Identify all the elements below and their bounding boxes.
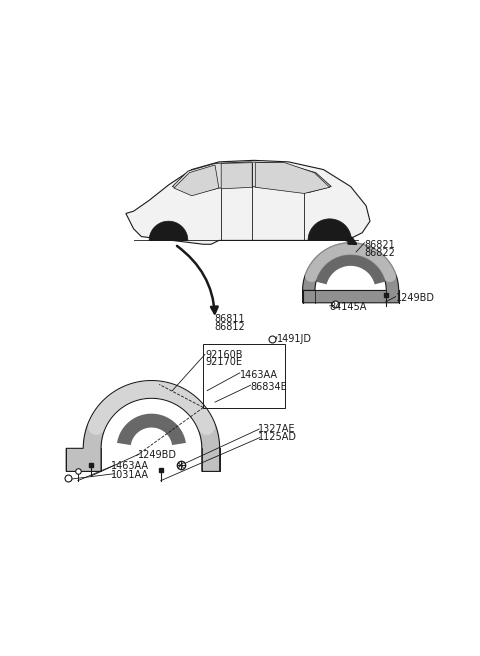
Text: 1463AA: 1463AA	[111, 461, 149, 472]
Polygon shape	[174, 165, 219, 195]
Text: 1491JD: 1491JD	[277, 335, 312, 344]
Polygon shape	[117, 414, 186, 445]
Text: 86811: 86811	[214, 314, 245, 324]
Text: 86834E: 86834E	[251, 382, 288, 392]
Polygon shape	[221, 163, 252, 189]
Polygon shape	[126, 160, 370, 244]
Text: 86812: 86812	[214, 322, 245, 332]
Text: 1249BD: 1249BD	[396, 293, 434, 303]
Text: 84145A: 84145A	[330, 302, 367, 312]
Polygon shape	[149, 221, 188, 240]
Text: 86821: 86821	[365, 240, 396, 251]
Polygon shape	[316, 255, 385, 284]
Polygon shape	[172, 162, 331, 194]
Bar	[204, 344, 285, 407]
Text: 1125AD: 1125AD	[258, 432, 298, 442]
Polygon shape	[66, 380, 220, 472]
Text: 1031AA: 1031AA	[111, 470, 149, 480]
Polygon shape	[302, 243, 399, 303]
Text: 1249BD: 1249BD	[137, 450, 177, 460]
Text: 1463AA: 1463AA	[240, 370, 278, 380]
Text: 92160B: 92160B	[205, 350, 242, 359]
Text: 86822: 86822	[365, 248, 396, 258]
Polygon shape	[308, 219, 351, 240]
Text: 92170E: 92170E	[205, 358, 242, 367]
Polygon shape	[255, 163, 330, 194]
Text: 1327AE: 1327AE	[258, 424, 296, 434]
